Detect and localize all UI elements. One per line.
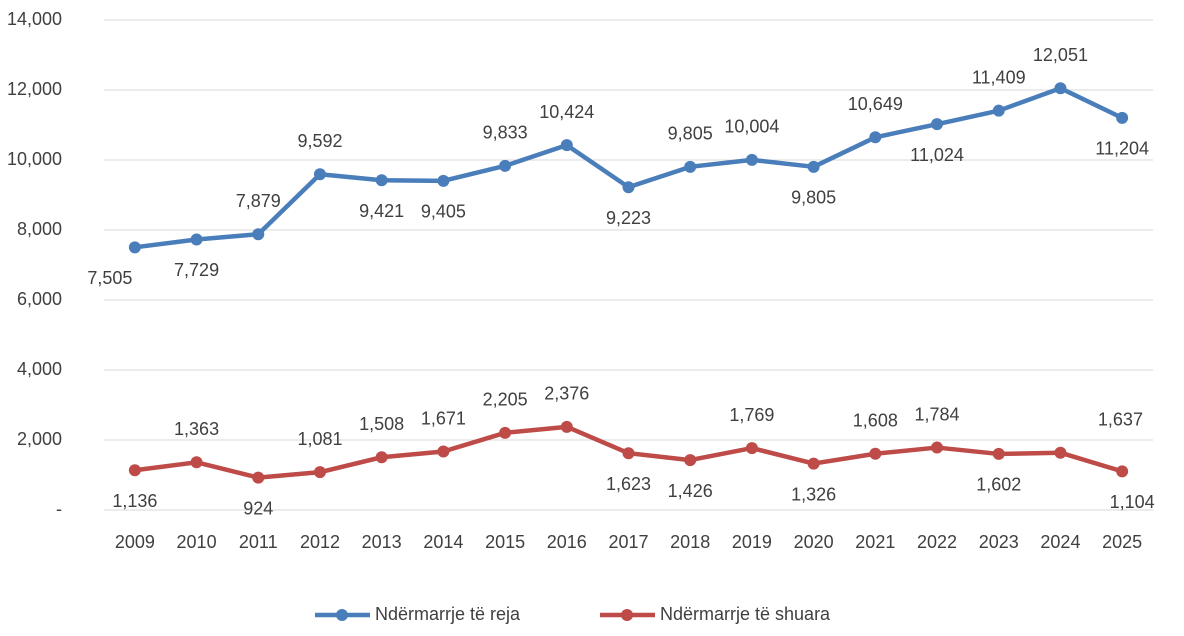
x-tick-label: 2020 — [794, 532, 834, 552]
point — [190, 233, 203, 246]
data-label: 11,024 — [910, 145, 964, 165]
y-tick-label: 4,000 — [17, 359, 62, 379]
point — [437, 445, 450, 458]
point — [869, 131, 882, 144]
data-label: 9,223 — [606, 208, 651, 228]
data-label: 9,421 — [359, 201, 404, 221]
legend-marker — [336, 609, 348, 621]
x-tick-label: 2010 — [177, 532, 217, 552]
x-tick-label: 2011 — [239, 532, 278, 552]
point — [252, 471, 265, 484]
data-label: 1,637 — [1098, 409, 1143, 429]
x-tick-label: 2025 — [1102, 532, 1142, 552]
point — [128, 241, 141, 254]
point — [807, 457, 820, 470]
point — [931, 118, 944, 131]
point — [931, 441, 944, 454]
data-label: 9,833 — [483, 123, 528, 143]
point — [622, 447, 635, 460]
point — [375, 174, 388, 187]
data-label: 7,729 — [174, 260, 219, 280]
x-tick-label: 2012 — [300, 532, 340, 552]
point — [375, 451, 388, 464]
x-tick-label: 2018 — [670, 532, 710, 552]
x-tick-label: 2009 — [115, 532, 155, 552]
data-label: 9,805 — [791, 188, 836, 208]
x-tick-label: 2023 — [979, 532, 1019, 552]
legend-label: Ndërmarrje të shuara — [660, 604, 831, 624]
point — [313, 168, 326, 181]
point — [992, 447, 1005, 460]
point — [622, 181, 635, 194]
x-tick-label: 2022 — [917, 532, 957, 552]
data-label: 1,508 — [359, 414, 404, 434]
data-label: 11,204 — [1095, 139, 1149, 159]
data-label: 9,805 — [668, 124, 713, 144]
data-label: 1,623 — [606, 474, 651, 494]
x-tick-label: 2013 — [362, 532, 402, 552]
data-label: 7,505 — [87, 268, 132, 288]
point — [560, 420, 573, 433]
data-label: 12,051 — [1033, 45, 1088, 65]
point — [684, 454, 697, 467]
data-label: 9,592 — [297, 131, 342, 151]
x-tick-label: 2015 — [485, 532, 525, 552]
point — [807, 160, 820, 173]
point — [869, 447, 882, 460]
point — [1116, 465, 1129, 478]
y-tick-label: 2,000 — [17, 429, 62, 449]
x-tick-label: 2014 — [423, 532, 463, 552]
data-label: 1,104 — [1110, 492, 1155, 512]
data-label: 2,205 — [483, 390, 528, 410]
data-label: 10,424 — [539, 102, 594, 122]
y-tick-label: 10,000 — [7, 149, 62, 169]
y-tick-label: 6,000 — [17, 289, 62, 309]
data-label: 1,326 — [791, 484, 836, 504]
point — [313, 466, 326, 479]
point — [992, 104, 1005, 117]
point — [745, 153, 758, 166]
data-label: 1,671 — [421, 408, 466, 428]
x-tick-label: 2017 — [608, 532, 648, 552]
point — [560, 139, 573, 152]
data-label: 1,769 — [729, 405, 774, 425]
x-tick-label: 2021 — [855, 532, 895, 552]
y-tick-label: - — [56, 499, 62, 519]
data-label: 9,405 — [421, 202, 466, 222]
data-label: 10,649 — [848, 94, 903, 114]
data-label: 11,409 — [972, 67, 1026, 87]
data-label: 1,426 — [668, 481, 713, 501]
y-tick-label: 8,000 — [17, 219, 62, 239]
data-label: 1,136 — [112, 491, 157, 511]
x-tick-label: 2024 — [1040, 532, 1080, 552]
data-label: 1,602 — [976, 475, 1021, 495]
x-tick-label: 2016 — [547, 532, 587, 552]
point — [128, 464, 141, 477]
point — [1054, 82, 1067, 95]
legend-label: Ndërmarrje të reja — [375, 604, 521, 624]
x-tick-label: 2019 — [732, 532, 772, 552]
data-label: 924 — [243, 498, 273, 518]
point — [190, 456, 203, 469]
data-label: 1,784 — [915, 404, 960, 424]
data-label: 1,363 — [174, 419, 219, 439]
point — [437, 174, 450, 187]
data-label: 7,879 — [236, 191, 281, 211]
data-label: 2,376 — [544, 384, 589, 404]
point — [1116, 111, 1129, 124]
point — [252, 228, 265, 241]
point — [499, 159, 512, 172]
data-label: 10,004 — [724, 117, 779, 137]
data-label: 1,608 — [853, 410, 898, 430]
point — [745, 442, 758, 455]
legend-marker — [621, 609, 633, 621]
data-label: 1,081 — [297, 429, 342, 449]
y-tick-label: 12,000 — [7, 79, 62, 99]
point — [1054, 446, 1067, 459]
point — [684, 160, 697, 173]
y-tick-label: 14,000 — [7, 9, 62, 29]
point — [499, 426, 512, 439]
